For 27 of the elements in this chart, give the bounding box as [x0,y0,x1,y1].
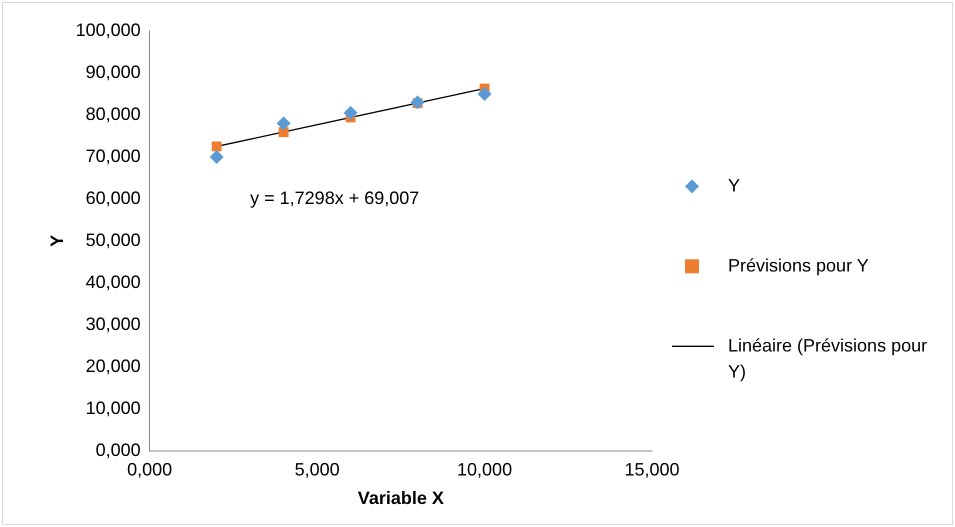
x-tick-label: 10,000 [457,460,512,480]
legend-label: Y [728,175,740,196]
y-tick-label: 60,000 [86,188,141,208]
x-tick-label: 15,000 [624,460,680,480]
point [344,106,358,120]
y-tick-label: 50,000 [86,230,141,250]
y-tick-label: 30,000 [86,314,141,334]
y-axis-title: Y [46,234,67,247]
x-tick-label: 0,000 [127,460,172,480]
point [212,141,222,152]
x-axis-title: Variable X [358,488,444,508]
y-tick-label: 20,000 [86,356,141,376]
y-tick-label: 0,000 [96,440,141,460]
x-tick-label: 5,000 [294,460,340,480]
y-tick-label: 70,000 [86,146,141,166]
y-tick-label: 40,000 [86,272,141,292]
annotation: y = 1,7298x + 69,007 [250,188,420,208]
point [210,150,224,164]
y-tick-label: 90,000 [86,62,141,82]
point [478,86,492,101]
y-tick-label: 100,000 [76,20,141,40]
point [276,116,291,130]
point [410,95,425,110]
y-tick-label: 10,000 [86,398,141,418]
y-tick-label: 80,000 [86,104,141,124]
legend-label: Linéaire (Prévisions pour Y) [728,335,928,382]
legend-label: Prévisions pour Y [728,255,869,276]
